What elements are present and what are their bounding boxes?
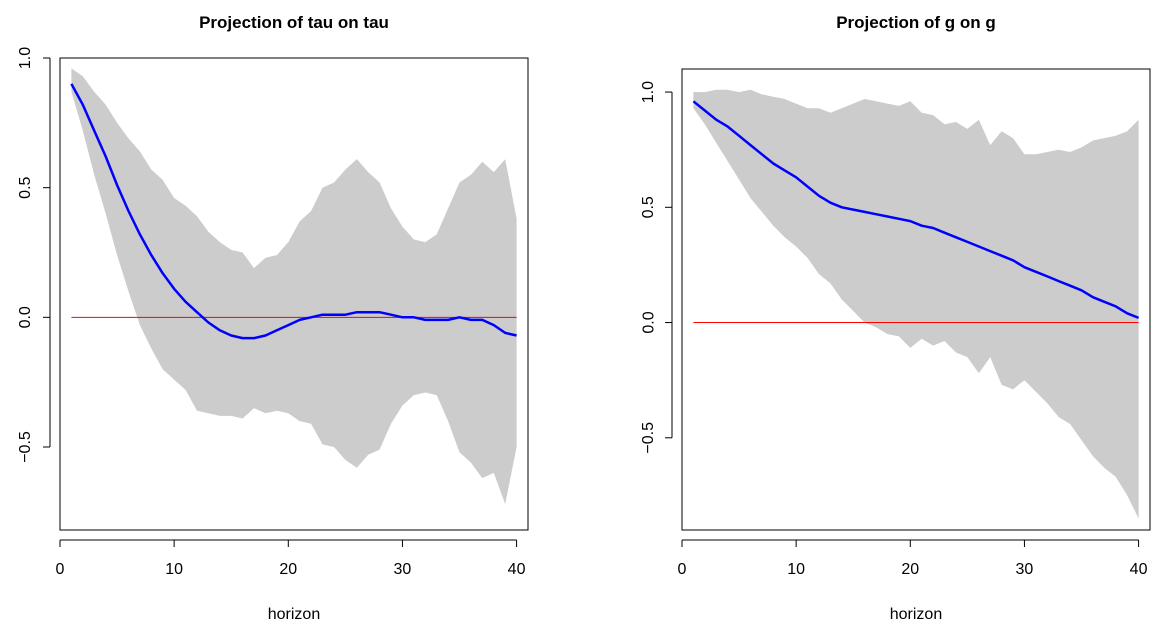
x-axis-label: horizon xyxy=(890,606,942,623)
y-tick-label: 0.5 xyxy=(640,196,657,218)
x-tick-label: 10 xyxy=(165,561,183,578)
y-tick-label: 0.0 xyxy=(640,311,657,333)
line-layer xyxy=(692,100,1140,320)
x-tick-label: 40 xyxy=(1130,561,1148,578)
x-tick-label: 40 xyxy=(508,561,526,578)
y-tick-label: 0.5 xyxy=(17,176,34,198)
x-tick-label: 10 xyxy=(787,561,805,578)
x-tick-label: 20 xyxy=(279,561,297,578)
x-tick-label: 0 xyxy=(56,561,65,578)
panel-g-on-g: Projection of g on g 0 10 20 30 40 −0.5 0.0 0.… xyxy=(640,13,1151,623)
x-tick-label: 20 xyxy=(901,561,919,578)
x-axis-label: horizon xyxy=(268,606,320,623)
y-tick-label: 1.0 xyxy=(640,81,657,103)
plot-frame xyxy=(59,57,529,531)
x-tick-label: 0 xyxy=(678,561,687,578)
band-layer xyxy=(693,89,1139,519)
series-line xyxy=(692,100,1140,320)
chart-title: Projection of g on g xyxy=(836,13,996,32)
line-layer xyxy=(70,83,517,340)
x-axis: 0 10 20 30 40 xyxy=(678,539,1148,578)
x-tick-label: 30 xyxy=(394,561,412,578)
y-tick-label: −0.5 xyxy=(17,431,34,463)
y-axis: −0.5 0.0 0.5 1.0 xyxy=(17,47,51,463)
y-tick-label: −0.5 xyxy=(640,422,657,454)
y-axis: −0.5 0.0 0.5 1.0 xyxy=(640,81,673,454)
y-tick-label: 1.0 xyxy=(17,47,34,69)
plot-frame xyxy=(681,68,1151,531)
x-tick-label: 30 xyxy=(1016,561,1034,578)
y-tick-label: 0.0 xyxy=(17,306,34,328)
panel-tau-on-tau: Projection of tau on tau 0 10 20 30 40 −0.5 0… xyxy=(17,13,529,623)
confidence-band xyxy=(71,68,517,505)
confidence-band xyxy=(693,89,1139,519)
chart-title: Projection of tau on tau xyxy=(199,13,389,32)
band-layer xyxy=(71,68,517,505)
series-line xyxy=(70,83,517,340)
x-axis: 0 10 20 30 40 xyxy=(56,539,526,578)
